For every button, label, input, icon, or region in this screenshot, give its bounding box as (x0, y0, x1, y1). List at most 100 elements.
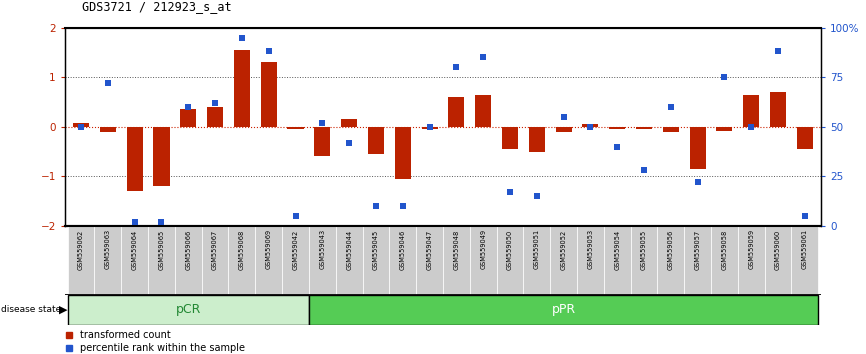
Text: GSM559049: GSM559049 (480, 229, 486, 269)
Point (664, 104, 678, 110)
Bar (417, 226, 443, 295)
Bar (336, 226, 363, 295)
Text: GSM559069: GSM559069 (266, 229, 272, 269)
Text: GSM559055: GSM559055 (641, 229, 647, 269)
Bar (422, 127, 437, 129)
Text: GSM559061: GSM559061 (802, 229, 808, 269)
Bar (556, 127, 572, 132)
Point (396, 203, 410, 209)
Bar (126, 127, 143, 191)
Text: GSM559056: GSM559056 (668, 229, 674, 269)
Bar (309, 295, 818, 325)
Text: GSM559046: GSM559046 (400, 229, 406, 269)
Text: GSM559064: GSM559064 (132, 229, 138, 269)
Text: GSM559066: GSM559066 (185, 229, 191, 269)
Bar (309, 226, 336, 295)
Bar (716, 127, 733, 131)
Bar (689, 127, 706, 169)
Point (208, 100, 222, 106)
Point (369, 203, 383, 209)
Bar (234, 50, 250, 127)
Text: GSM559054: GSM559054 (614, 229, 620, 269)
Text: GSM559063: GSM559063 (105, 229, 111, 269)
Bar (657, 226, 684, 295)
Bar (207, 107, 223, 127)
Bar (443, 226, 469, 295)
Bar (475, 95, 491, 127)
Text: GSM559051: GSM559051 (533, 229, 540, 269)
Text: GSM559068: GSM559068 (239, 229, 245, 269)
Bar (449, 97, 464, 127)
Bar (738, 226, 765, 295)
Point (288, 213, 302, 219)
Bar (502, 127, 518, 149)
Bar (711, 226, 738, 295)
Bar (175, 226, 202, 295)
Bar (288, 127, 304, 129)
Point (235, 35, 249, 40)
Point (181, 104, 195, 110)
Text: GSM559058: GSM559058 (721, 229, 727, 269)
Bar (684, 226, 711, 295)
Bar (523, 226, 550, 295)
Point (74, 124, 88, 130)
Bar (743, 95, 759, 127)
Text: GDS3721 / 212923_s_at: GDS3721 / 212923_s_at (82, 0, 232, 13)
Bar (390, 226, 417, 295)
Text: GSM559062: GSM559062 (78, 229, 84, 269)
Text: pPR: pPR (552, 303, 576, 316)
Bar (94, 226, 121, 295)
Bar (577, 226, 604, 295)
Bar (100, 127, 116, 132)
Point (771, 48, 785, 54)
Point (584, 124, 598, 130)
Point (315, 120, 329, 126)
Point (798, 213, 811, 219)
Bar (229, 226, 255, 295)
Text: GSM559052: GSM559052 (560, 229, 566, 269)
Text: GSM559060: GSM559060 (775, 229, 781, 269)
Bar (341, 119, 357, 127)
Bar (363, 226, 390, 295)
Text: GSM559045: GSM559045 (373, 229, 379, 269)
Text: GSM559044: GSM559044 (346, 229, 352, 269)
Point (503, 189, 517, 195)
Bar (496, 226, 523, 295)
Point (611, 144, 624, 149)
Bar (630, 226, 657, 295)
Bar (261, 62, 277, 127)
Bar (148, 226, 175, 295)
Point (342, 140, 356, 145)
Point (449, 64, 463, 70)
Text: ▶: ▶ (59, 305, 68, 315)
Bar (68, 226, 94, 295)
Text: disease state: disease state (1, 306, 61, 314)
Text: percentile rank within the sample: percentile rank within the sample (80, 343, 245, 353)
Bar (550, 226, 577, 295)
Bar (604, 226, 630, 295)
Bar (255, 226, 282, 295)
Text: GSM559057: GSM559057 (695, 229, 701, 269)
Bar (153, 127, 170, 186)
Point (154, 219, 168, 225)
Point (423, 124, 436, 130)
Bar (180, 109, 197, 127)
Text: GSM559042: GSM559042 (293, 229, 299, 269)
Point (745, 124, 759, 130)
Bar (765, 226, 792, 295)
Point (691, 179, 705, 185)
Text: pCR: pCR (176, 303, 201, 316)
Point (557, 114, 571, 120)
Bar (792, 226, 818, 295)
Point (637, 167, 651, 173)
Text: GSM559065: GSM559065 (158, 229, 165, 269)
Bar (73, 123, 89, 127)
Bar (202, 226, 229, 295)
Text: GSM559043: GSM559043 (320, 229, 326, 269)
Bar (314, 127, 330, 156)
Point (718, 74, 732, 80)
Text: GSM559067: GSM559067 (212, 229, 218, 269)
Bar (469, 226, 496, 295)
Text: GSM559053: GSM559053 (587, 229, 593, 269)
Bar (395, 127, 410, 179)
